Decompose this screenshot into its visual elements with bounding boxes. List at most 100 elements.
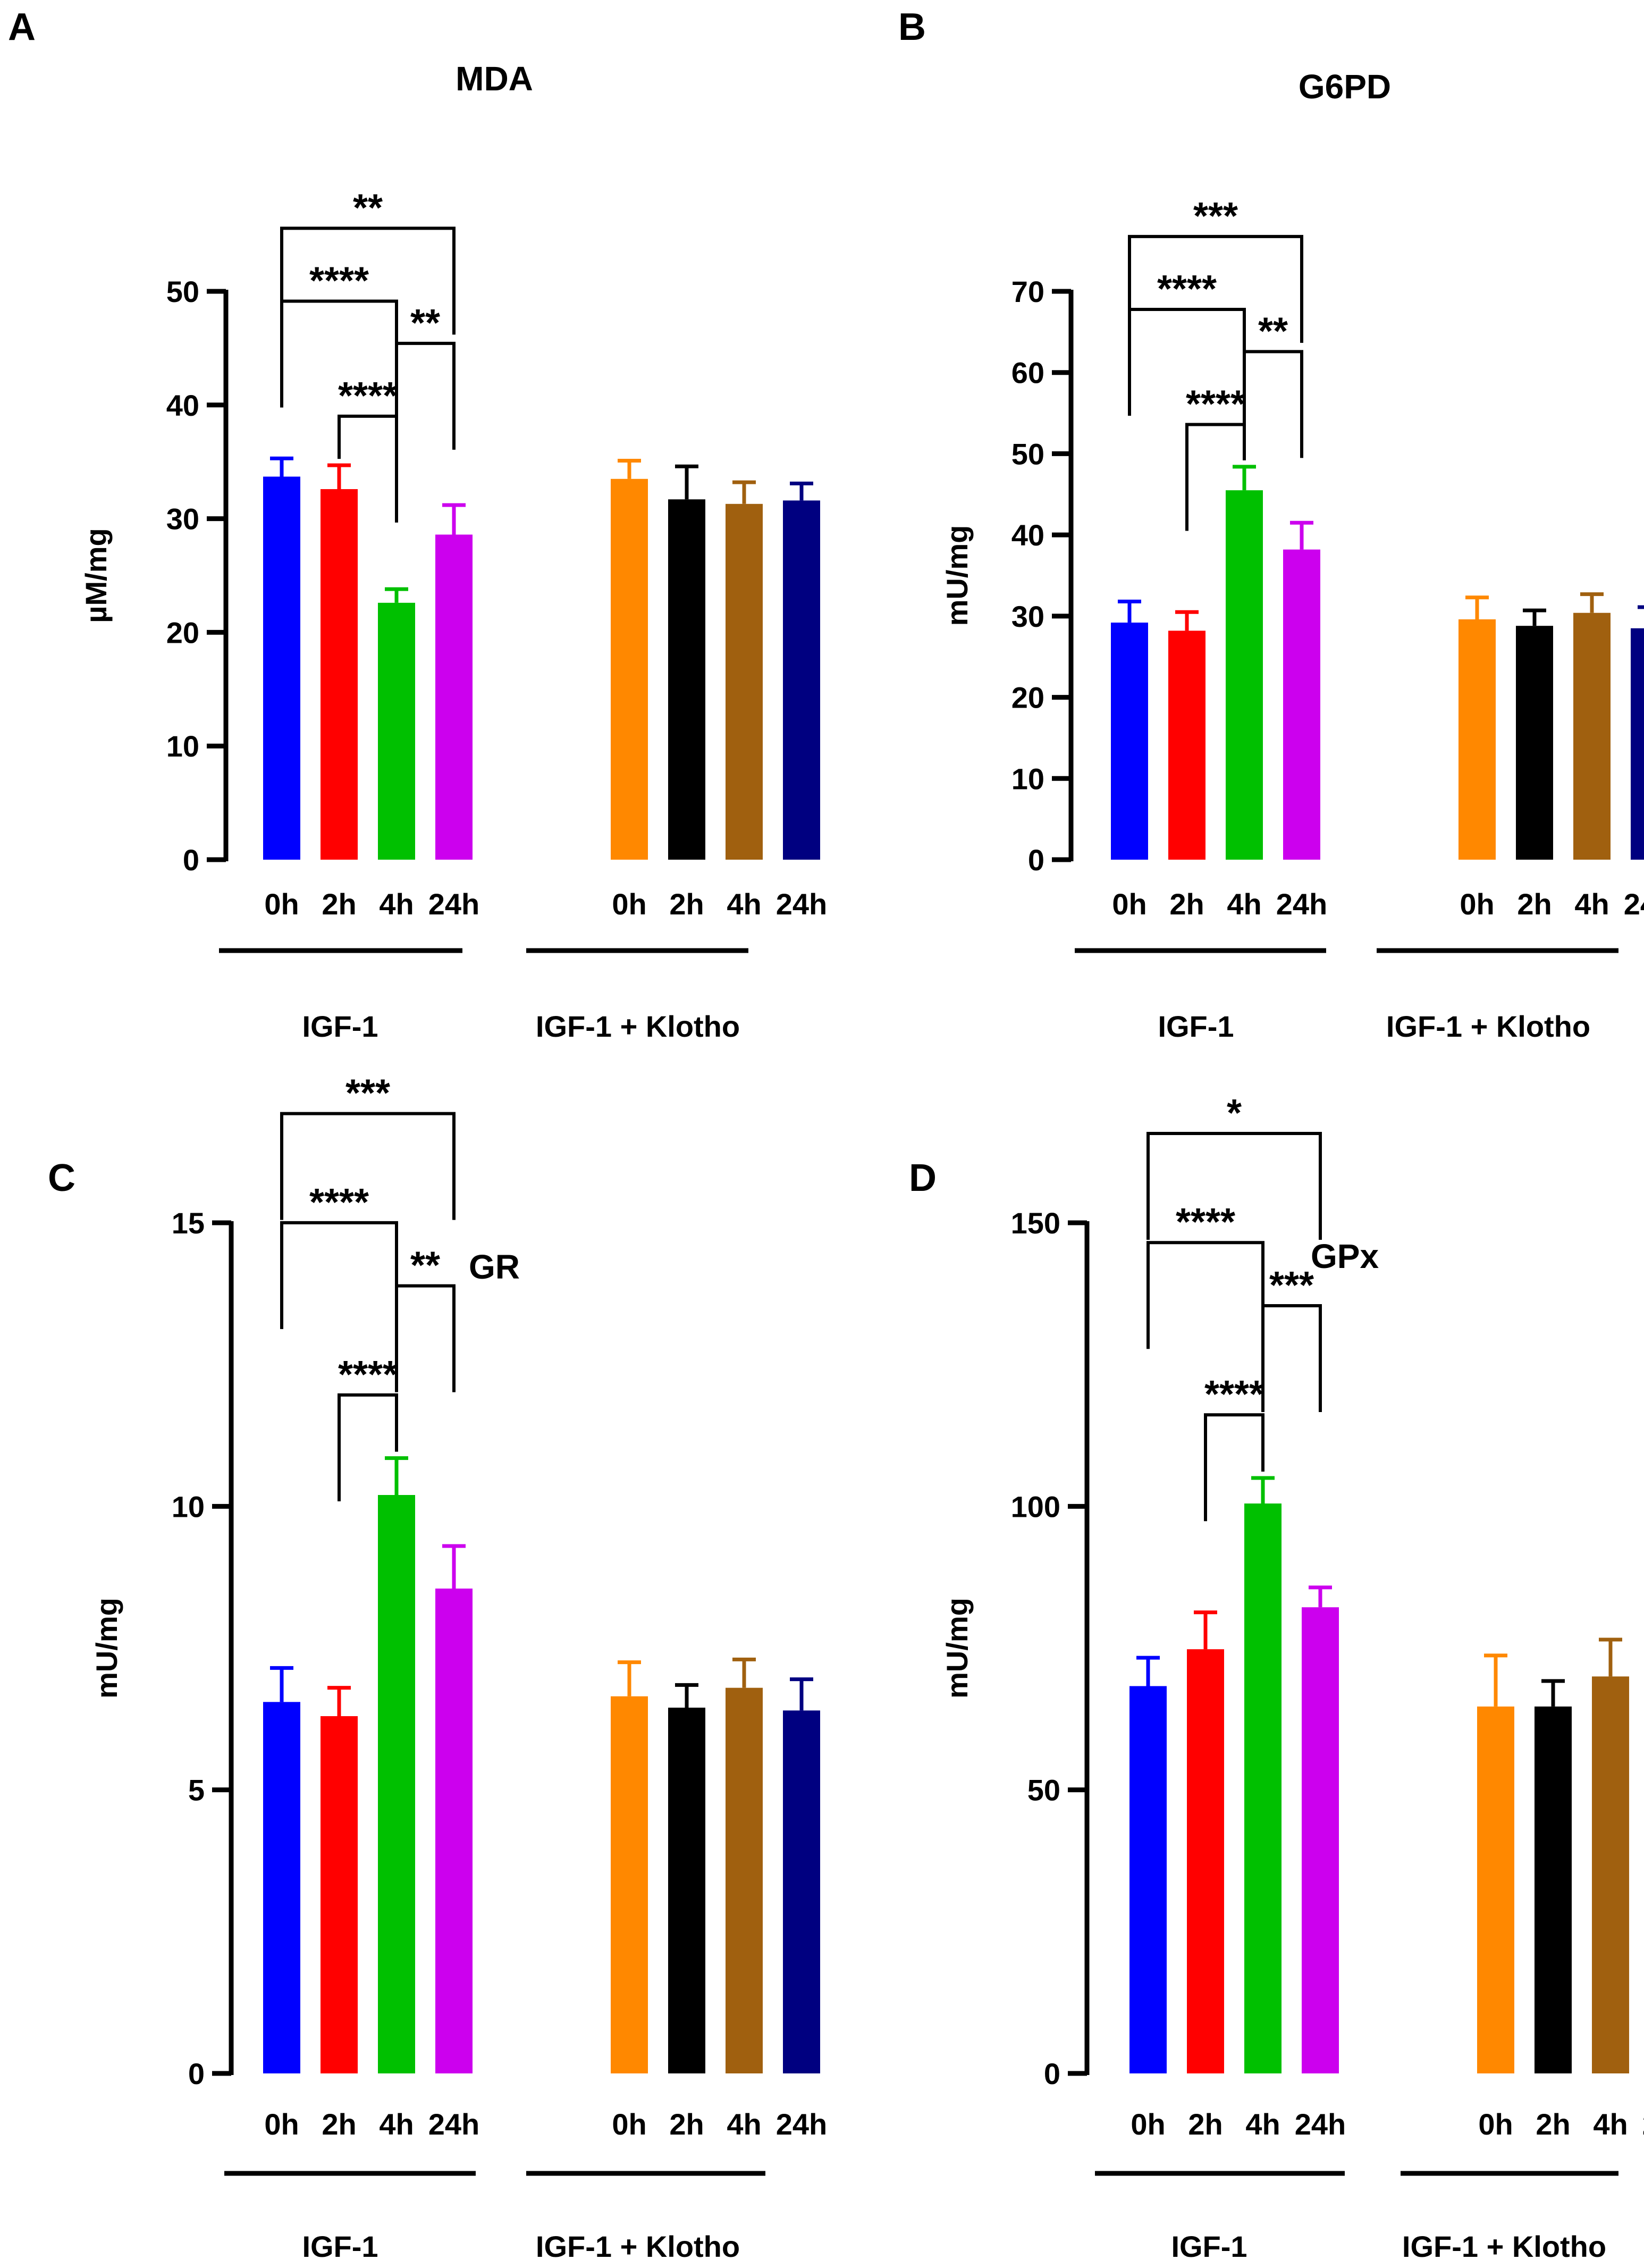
x-tick-label: 4h	[379, 2107, 414, 2141]
significance-label: ****	[338, 1354, 398, 1396]
significance-label: ***	[345, 1072, 390, 1115]
y-tick-label: 50	[1011, 437, 1044, 471]
bar	[263, 476, 300, 860]
bar	[1535, 1706, 1572, 2073]
y-tick-label: 20	[166, 616, 199, 649]
y-tick-label: 40	[1011, 518, 1044, 552]
significance-bracket	[1128, 234, 1303, 343]
x-tick-label: 24h	[1624, 887, 1644, 921]
x-tick-label: 0h	[1478, 2107, 1513, 2141]
x-tick-label: 2h	[1169, 887, 1204, 921]
significance-label: ****	[338, 375, 398, 417]
bar	[378, 1495, 415, 2073]
group-label: IGF-1 + Klotho	[536, 1010, 740, 1043]
bar	[611, 478, 648, 860]
x-tick-label: 24h	[428, 2107, 480, 2141]
significance-bracket	[1146, 1132, 1322, 1240]
significance-bracket	[1204, 1413, 1264, 1522]
chart-title: GR	[469, 1248, 520, 1286]
bar	[1168, 631, 1205, 860]
significance-bracket	[1261, 1304, 1322, 1412]
chart-title: MDA	[456, 60, 533, 98]
y-tick-label: 30	[166, 502, 199, 536]
significance-bracket	[1128, 308, 1246, 416]
panel-letter: A	[8, 6, 36, 48]
x-tick-label: 4h	[1574, 887, 1609, 921]
significance-label: *	[1227, 1092, 1242, 1135]
group-label: IGF-1	[302, 1010, 378, 1043]
y-tick-label: 20	[1011, 681, 1044, 715]
bar	[435, 534, 473, 860]
x-tick-label: 2h	[1188, 2107, 1223, 2141]
y-tick-label: 60	[1011, 356, 1044, 390]
panel-c: C GR mU/mg 0 5 10 15 0h 2h 4h 24h 0h 2h 4h 24h IGF-1 IGF…	[48, 1072, 827, 2263]
bar	[726, 1687, 763, 2073]
panel-b: B G6PD mU/mg 0 10 20 30 40 50 60 70 0h 2h 4h 24h 0h 2h 4h…	[898, 6, 1644, 1043]
bar	[1516, 626, 1553, 860]
bar	[321, 489, 358, 860]
y-tick-label: 10	[166, 729, 199, 763]
panel-a: A MDA µM/mg 0 10 20 30 40 50 0h 2h 4h 24h 0h 2h 4h 24h IG…	[8, 6, 827, 1043]
y-tick-label: 30	[1011, 600, 1044, 633]
bar	[263, 1702, 300, 2073]
x-tick-label: 0h	[612, 887, 646, 921]
significance-label: ****	[309, 1181, 369, 1224]
significance-bracket	[280, 226, 456, 335]
bar	[1592, 1676, 1629, 2073]
bar	[1129, 1686, 1167, 2073]
y-axis-label: mU/mg	[940, 1598, 974, 1699]
y-tick-label: 150	[1011, 1206, 1060, 1240]
x-tick-label: 2h	[1536, 2107, 1570, 2141]
significance-bracket	[1243, 350, 1303, 458]
significance-label: ****	[1204, 1373, 1264, 1416]
group-label: IGF-1	[1171, 2230, 1247, 2263]
y-tick-label: 10	[172, 1490, 205, 1523]
bar	[1283, 549, 1320, 860]
panel-letter: C	[48, 1157, 75, 1199]
significance-label: ***	[1269, 1264, 1314, 1307]
panel-d: D GPx mU/mg 0 50 100 150 0h 2h 4h 24h 0h 2h 4h 24h IGF-…	[909, 1092, 1644, 2263]
group-label: IGF-1	[302, 2230, 378, 2263]
significance-label: ****	[1157, 268, 1217, 310]
y-tick-label: 50	[1027, 1774, 1060, 1807]
x-tick-label: 4h	[1227, 887, 1261, 921]
x-tick-label: 0h	[1460, 887, 1494, 921]
significance-bracket	[1146, 1241, 1264, 1349]
x-tick-label: 2h	[669, 887, 704, 921]
y-tick-label: 0	[1044, 2057, 1060, 2090]
significance-bracket	[280, 1221, 398, 1329]
bar	[1111, 623, 1148, 860]
significance-bracket	[280, 299, 398, 408]
significance-label: **	[353, 187, 383, 229]
x-tick-label: 0h	[264, 887, 299, 921]
significance-label: ****	[309, 259, 369, 302]
y-tick-label: 10	[1011, 762, 1044, 795]
significance-bracket	[395, 341, 456, 450]
bar	[783, 1710, 820, 2073]
group-label: IGF-1 + Klotho	[1402, 2230, 1606, 2263]
bar	[1187, 1649, 1224, 2073]
y-tick-label: 50	[166, 275, 199, 308]
group-label: IGF-1 + Klotho	[1386, 1010, 1590, 1043]
significance-bracket	[395, 1284, 456, 1392]
chart-title: GPx	[1311, 1237, 1379, 1275]
x-tick-label: 0h	[1112, 887, 1146, 921]
x-tick-label: 4h	[379, 887, 414, 921]
significance-bracket	[280, 1112, 456, 1220]
chart-title: G6PD	[1299, 68, 1391, 106]
x-tick-label: 0h	[1131, 2107, 1165, 2141]
y-tick-label: 0	[1028, 843, 1044, 877]
x-tick-label: 2h	[669, 2107, 704, 2141]
y-tick-label: 100	[1011, 1490, 1060, 1523]
significance-label: **	[1258, 310, 1288, 352]
y-tick-label: 0	[183, 843, 199, 877]
group-label: IGF-1 + Klotho	[536, 2230, 740, 2263]
bar	[321, 1716, 358, 2073]
y-axis-label: mU/mg	[90, 1598, 123, 1699]
y-tick-label: 0	[188, 2057, 205, 2090]
x-tick-label: 24h	[1276, 887, 1328, 921]
y-tick-label: 15	[172, 1206, 205, 1240]
bar	[1226, 490, 1263, 860]
bar	[783, 500, 820, 860]
